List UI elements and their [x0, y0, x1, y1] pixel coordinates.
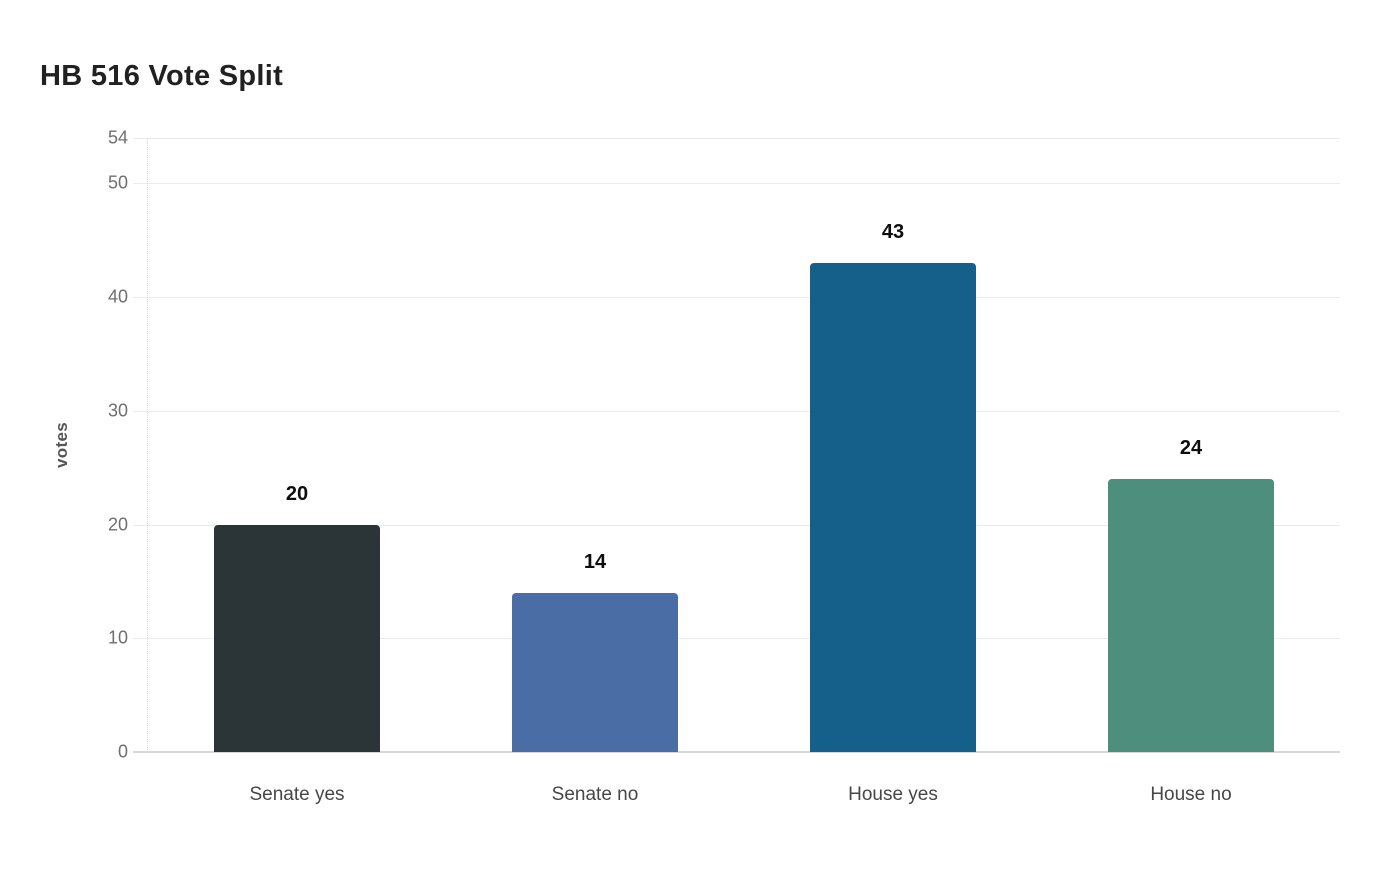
bar-senate-yes: [214, 524, 380, 752]
y-axis-line: [147, 138, 148, 752]
bar-value-house-yes: 43: [881, 221, 905, 244]
bar-value-senate-yes: 20: [285, 482, 309, 505]
y-tick-label-50: 50: [107, 172, 128, 193]
bar-house-yes: [810, 263, 976, 752]
gridline-30: [133, 410, 1340, 412]
bar-senate-no: [512, 592, 678, 752]
bar-value-house-no: 24: [1179, 437, 1203, 460]
x-category-label-senate-yes: Senate yes: [249, 784, 345, 805]
gridline-10: [133, 638, 1340, 640]
x-axis-baseline: [133, 751, 1340, 753]
y-axis-label: votes: [52, 422, 71, 468]
y-tick-label-54: 54: [107, 127, 128, 148]
bar-value-senate-no: 14: [583, 550, 607, 573]
y-tick-label-10: 10: [107, 627, 128, 648]
x-category-label-house-no: House no: [1150, 784, 1232, 805]
bar-house-no: [1108, 479, 1274, 752]
x-category-label-house-yes: House yes: [848, 784, 938, 805]
gridline-40: [133, 297, 1340, 299]
y-tick-label-20: 20: [107, 514, 128, 535]
y-tick-label-0: 0: [117, 741, 128, 762]
chart-title: HB 516 Vote Split: [40, 60, 284, 92]
x-category-label-senate-no: Senate no: [551, 784, 639, 805]
gridline-54: [133, 138, 1340, 139]
gridline-20: [133, 524, 1340, 526]
y-tick-label-30: 30: [107, 400, 128, 421]
gridline-50: [133, 183, 1340, 185]
y-tick-label-40: 40: [107, 286, 128, 307]
